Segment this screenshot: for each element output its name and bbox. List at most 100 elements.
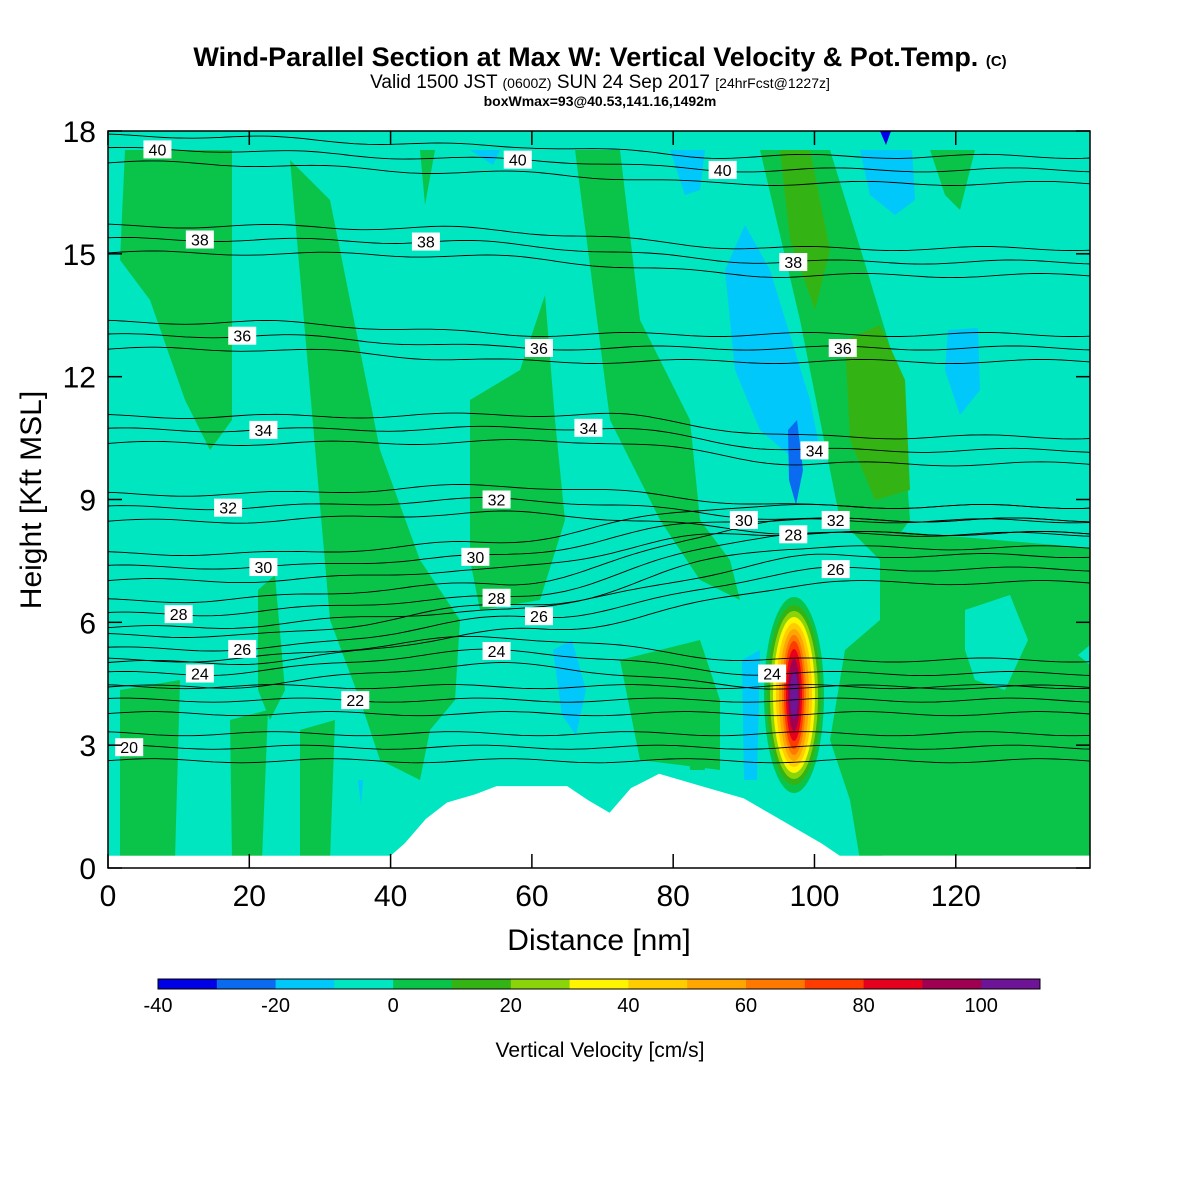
x-tick-label: 80: [656, 880, 689, 913]
theta-contour-line: [108, 319, 1090, 337]
x-tick-label: 40: [374, 880, 407, 913]
velocity-region: [358, 780, 363, 805]
contour-label: 24: [488, 644, 506, 661]
velocity-region: [290, 160, 460, 780]
velocity-region: [300, 720, 335, 860]
contour-label: 26: [827, 562, 845, 579]
contour-label-box: [228, 326, 257, 345]
velocity-region: [965, 595, 1028, 690]
colorbar-swatch: [863, 979, 923, 989]
y-tick-label: 12: [63, 362, 96, 395]
y-tick-label: 9: [79, 485, 96, 518]
x-axis-title: Distance [nm]: [507, 924, 690, 957]
contour-label-box: [574, 418, 603, 437]
colorbar-tick-label: 60: [735, 995, 757, 1017]
contour-label: 40: [149, 142, 167, 159]
velocity-region: [470, 295, 565, 610]
contour-label: 34: [580, 421, 598, 438]
y-axis-title: Height [Kft MSL]: [15, 391, 48, 609]
chart-title-mark: (C): [985, 53, 1007, 70]
contour-label-box: [341, 691, 370, 710]
velocity-region: [120, 680, 180, 860]
contour-label: 32: [488, 493, 506, 510]
x-tick-label: 20: [233, 880, 266, 913]
contour-label: 24: [191, 667, 209, 684]
contour-label-box: [758, 664, 787, 683]
x-tick-label: 0: [100, 880, 117, 913]
chart-title: Wind-Parallel Section at Max W: Vertical…: [0, 42, 1200, 73]
contour-label: 32: [219, 501, 237, 518]
theta-contour-line: [108, 333, 1090, 351]
theta-contour-line: [108, 531, 1090, 617]
contour-label-box: [821, 510, 850, 529]
contour-label: 36: [834, 341, 852, 358]
colorbar-tick-label: 40: [617, 995, 639, 1017]
contour-label-box: [779, 253, 808, 272]
colorbar-swatch: [687, 979, 747, 989]
theta-contour-line: [108, 497, 1090, 523]
valid-date: SUN 24 Sep 2017: [556, 72, 710, 93]
theta-contour-line: [108, 146, 1090, 173]
colorbar-tick-label: -40: [144, 995, 173, 1017]
colorbar: -40 -20 0 20 40 60 80 100: [144, 978, 1041, 1017]
velocity-region: [880, 131, 891, 145]
contour-label: 40: [509, 153, 527, 170]
contour-label: 38: [417, 235, 435, 252]
velocity-region: [780, 150, 830, 310]
colorbar-tick-label: 100: [965, 995, 998, 1017]
theta-contours: [108, 133, 1090, 764]
theta-contour-line: [108, 648, 1090, 677]
box-wmax-info: boxWmax=93@40.53,141.16,1492m: [483, 93, 717, 109]
contour-label: 36: [233, 329, 251, 346]
valid-utc: (0600Z): [502, 75, 552, 91]
contour-labels: 20 22 24 24 24 26 26 26 28 28 28 30 30 30 32 32 32 34 34 34…: [115, 140, 857, 757]
contour-label: 20: [120, 740, 138, 757]
velocity-region: [725, 225, 820, 460]
contour-label: 26: [233, 642, 251, 659]
contour-label: 40: [714, 163, 732, 180]
velocity-region: [788, 420, 803, 505]
y-tick-label: 3: [79, 730, 96, 763]
contour-label-box: [524, 607, 553, 626]
contour-label: 34: [806, 443, 824, 460]
contour-label-box: [228, 639, 257, 658]
y-tick-label: 6: [79, 607, 96, 640]
y-tick-label: 15: [63, 239, 96, 272]
theta-contour-line: [108, 553, 1090, 638]
contour-label-box: [249, 420, 278, 439]
velocity-region: [670, 150, 705, 195]
contour-label-box: [461, 547, 490, 566]
velocity-region: [845, 325, 910, 500]
theta-contour-line: [108, 484, 1090, 509]
contour-label: 30: [735, 513, 753, 530]
colorbar-swatch: [804, 979, 865, 989]
chart-subtitle: Valid 1500 JST (0600Z) SUN 24 Sep 2017 […: [0, 72, 1200, 94]
colorbar-swatch: [746, 979, 806, 989]
y-tick-label: 18: [63, 116, 96, 149]
chart-title-text: Wind-Parallel Section at Max W: Vertical…: [193, 42, 979, 72]
colorbar-swatch: [922, 979, 982, 989]
theta-contour-line: [108, 545, 1090, 629]
theta-contour-line: [108, 566, 1090, 652]
contour-label-box: [524, 339, 553, 358]
colorbar-swatch: [628, 979, 688, 989]
contour-label: 32: [827, 513, 845, 530]
contour-label: 22: [346, 693, 364, 710]
velocity-region: [830, 530, 1090, 860]
velocity-region: [930, 150, 975, 210]
contour-label: 30: [255, 560, 273, 577]
colorbar-swatch: [452, 979, 512, 989]
colorbar-swatch: [510, 979, 571, 989]
velocity-region: [575, 150, 740, 600]
theta-contour-line: [108, 744, 1090, 750]
contour-label: 28: [170, 607, 188, 624]
contour-label: 28: [488, 591, 506, 608]
colorbar-title: Vertical Velocity [cm/s]: [496, 1039, 705, 1062]
contour-label-box: [779, 525, 808, 544]
forecast-info: [24hrFcst@1227z]: [715, 75, 830, 91]
contour-label-box: [411, 232, 440, 251]
colorbar-swatch: [393, 979, 453, 989]
theta-contour-line: [108, 439, 1090, 467]
